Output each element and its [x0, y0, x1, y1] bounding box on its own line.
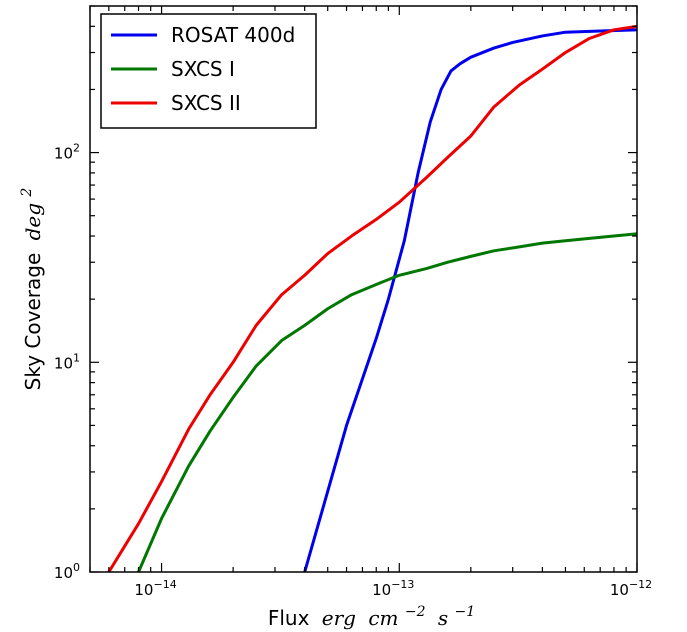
y-tick-label-exp: 0 [73, 561, 80, 574]
y-axis-unit-exp: 2 [19, 188, 35, 198]
y-axis-unit: deg [21, 203, 45, 240]
x-axis-unit-s: s [438, 606, 448, 630]
axis-ticks [89, 5, 638, 573]
legend-label-1: SXCS I [171, 57, 235, 81]
series-line-0 [303, 28, 637, 572]
legend-box [100, 13, 317, 129]
y-tick-label-base: 10 [54, 145, 73, 163]
series-line-2 [107, 24, 637, 572]
x-tick-label-base: 10 [134, 581, 153, 599]
x-tick-label-exp: −12 [629, 578, 652, 591]
y-tick-label-exp: 2 [73, 142, 80, 155]
y-tick-label-base: 10 [54, 354, 73, 372]
x-axis-unit-cm-exp: −2 [405, 604, 426, 620]
x-tick-label-0: 10−14 [134, 578, 176, 599]
y-tick-label-1: 101 [54, 351, 80, 372]
x-axis-unit-cm: cm [368, 606, 398, 630]
legend: ROSAT 400d SXCS I SXCS II [100, 13, 317, 129]
y-tick-label-base: 10 [54, 564, 73, 582]
series-line-1 [137, 232, 637, 572]
x-axis-unit-erg: erg [322, 606, 356, 630]
x-tick-label-exp: −14 [153, 578, 176, 591]
x-tick-label-exp: −13 [391, 578, 414, 591]
y-axis-label-text: Sky Coverage [21, 253, 45, 391]
x-tick-label-base: 10 [610, 581, 629, 599]
x-axis-label: Flux erg cm −2 s −1 [268, 597, 475, 630]
x-tick-label-base: 10 [372, 581, 391, 599]
plot-frame [89, 5, 638, 573]
series-lines [107, 24, 637, 572]
legend-label-2: SXCS II [171, 91, 241, 115]
y-tick-label-2: 102 [54, 142, 80, 163]
x-axis-label-text: Flux [268, 606, 310, 630]
x-tick-label-1: 10−13 [372, 578, 414, 599]
y-axis-label: Sky Coverage deg 2 [19, 188, 45, 391]
y-tick-label-exp: 1 [73, 351, 80, 364]
legend-label-0: ROSAT 400d [171, 23, 295, 47]
y-tick-label-0: 100 [54, 561, 80, 582]
x-axis-unit-s-exp: −1 [455, 604, 476, 620]
x-tick-label-2: 10−12 [610, 578, 652, 599]
